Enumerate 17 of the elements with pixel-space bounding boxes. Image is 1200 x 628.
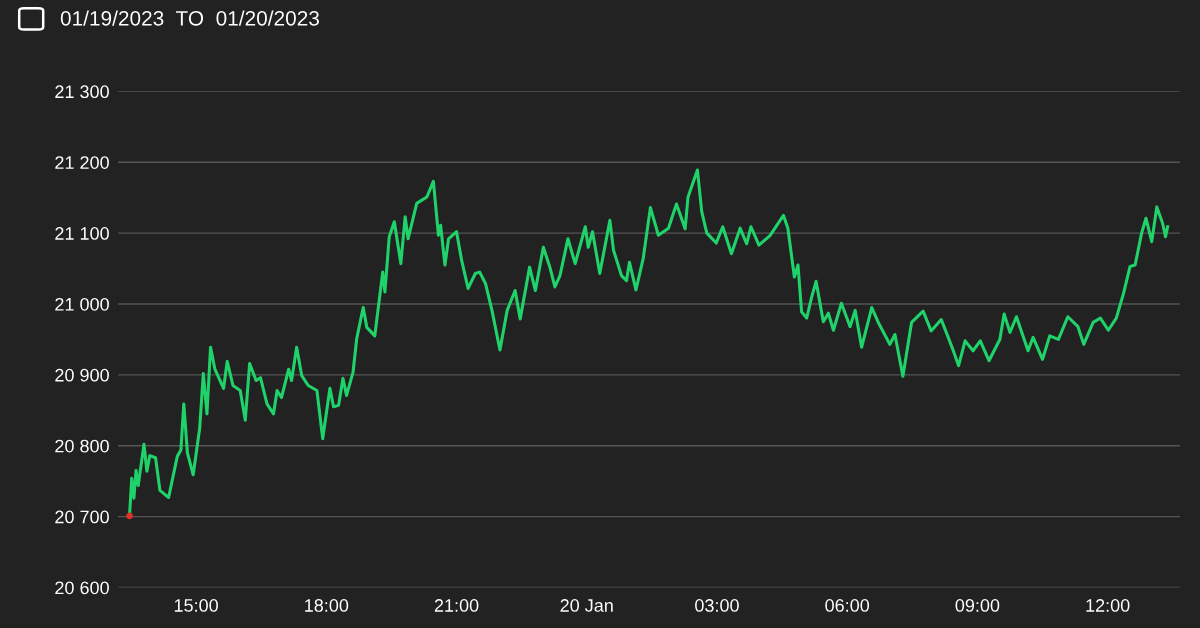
x-tick-label: 12:00 (1086, 599, 1130, 612)
x-tick-label: 15:00 (174, 599, 218, 612)
y-tick-label: 20 900 (55, 368, 109, 382)
y-tick-label: 21 100 (55, 227, 109, 240)
y-tick-label: 20 800 (55, 439, 109, 453)
chart-title: 01/19/2023 TO 01/20/2023 (60, 10, 319, 26)
x-tick-label: 06:00 (825, 599, 870, 612)
y-tick-label: 20 700 (55, 510, 109, 524)
y-tick-label: 21 000 (55, 297, 109, 311)
x-tick-label: 09:00 (955, 599, 1000, 612)
x-tick-label: 18:00 (305, 599, 349, 612)
y-tick-label: 21 200 (55, 156, 109, 169)
x-tick-label: 03:00 (695, 599, 739, 612)
x-tick-label: 20 Jan (560, 599, 613, 612)
x-tick-label: 21:00 (434, 599, 479, 612)
y-tick-label: 21 300 (55, 85, 109, 99)
y-tick-label: 20 600 (55, 581, 109, 595)
